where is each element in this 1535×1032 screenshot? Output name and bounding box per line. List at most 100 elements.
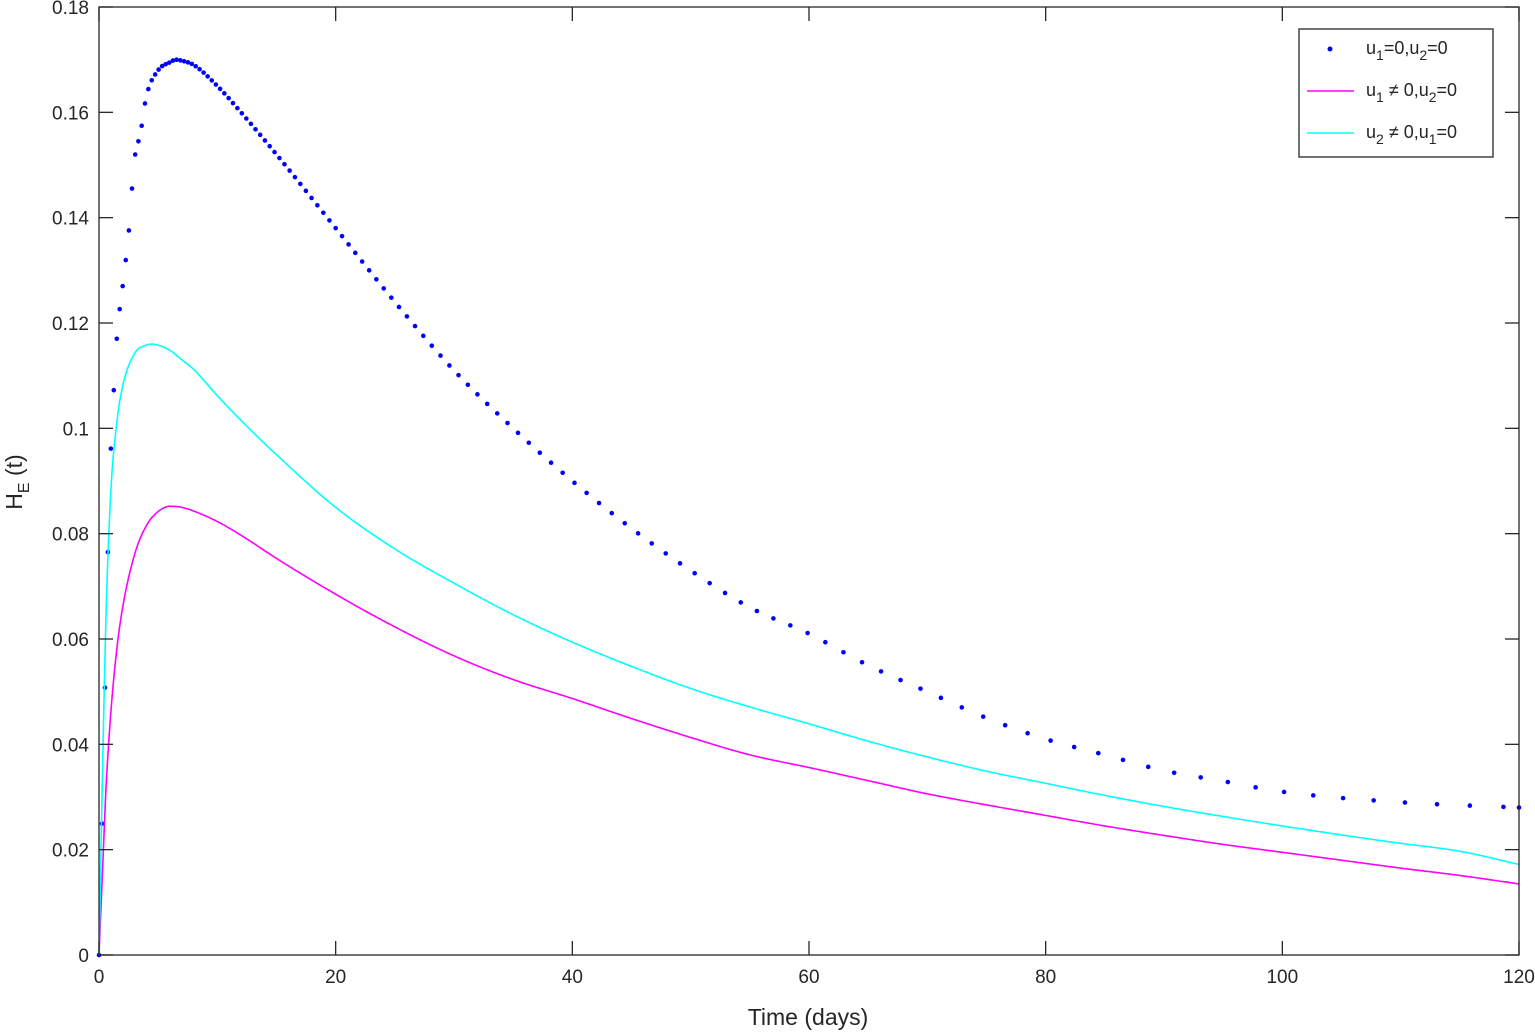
series-point [339,233,345,239]
series-point [174,57,179,62]
y-tick-label: 0.18 [52,0,89,19]
series-point [248,121,254,127]
series-point [1002,722,1008,728]
series-point [253,126,258,132]
legend-marker [1327,46,1333,52]
series-point [1467,803,1473,808]
series-point [1145,764,1151,770]
series-point [126,228,132,233]
series-point [226,95,231,101]
series-point [663,551,669,556]
legend: u1=0,u2=0 u1 ≠ 0,u2=0 u2 ≠ 0,u1=0 [1298,28,1494,158]
series-point [918,686,923,691]
series-point [352,250,358,256]
series-point [388,295,394,300]
series-point [1402,800,1408,805]
series-point [548,460,554,466]
series-point [938,695,944,701]
series-point [898,677,903,683]
series-point [292,174,298,180]
series-point [1434,801,1440,807]
series-point [494,411,500,416]
series-point [560,470,565,476]
series-2 [98,505,1520,956]
series-line-3 [98,343,1520,956]
series-point [114,336,120,342]
series-point [859,659,865,665]
series-point [163,61,168,67]
series-point [484,401,490,407]
series-point [722,590,728,596]
series-point [209,78,215,83]
series-point [181,58,187,64]
series-point [272,149,277,155]
series-point [823,639,828,645]
y-tick-label: 0.1 [63,419,89,440]
series-point [635,531,641,536]
series-point [149,78,155,83]
series-point [1048,738,1053,743]
series-point [1095,750,1101,756]
series-point [1253,785,1258,790]
legend-item-2: u1 ≠ 0,u2=0 [1307,80,1457,105]
series-point [404,314,410,319]
series-1 [96,57,1522,958]
series-point [152,72,158,77]
series-point [346,242,351,247]
series-point [108,446,114,451]
x-axis-label: Time (days) [748,1004,869,1030]
series-point [1171,770,1177,776]
y-tick-label: 0.02 [52,841,89,862]
series-point [622,520,628,526]
series-point [805,630,810,636]
series-point [117,306,123,312]
x-tick-label: 100 [1266,967,1298,988]
series-point [649,541,655,546]
series-point [185,60,191,65]
series-point [381,286,387,291]
series-point [878,669,884,674]
series-point [396,304,402,310]
series-point [412,323,418,329]
x-tick-label: 40 [562,967,583,988]
series-point [526,440,532,446]
series-point [277,155,282,161]
series-point [366,268,372,273]
y-axis-label: HE (t) [1,454,33,509]
series-point [438,353,443,358]
series-point [142,101,148,106]
series-point [754,608,760,614]
series-point [146,86,151,92]
series-point [139,123,144,129]
series-point [1310,793,1316,798]
legend-item-3: u2 ≠ 0,u1=0 [1307,122,1457,147]
y-tick-label: 0.14 [52,209,89,230]
series-point [788,623,793,628]
series-point [333,225,338,231]
series-layer [96,57,1522,958]
series-point [235,105,240,111]
y-tick-label: 0.06 [52,630,89,651]
series-point [262,138,268,143]
series-point [359,259,365,264]
series-point [132,152,138,157]
series-point [738,600,744,605]
series-point [230,100,236,106]
series-line-2 [98,505,1520,956]
series-point [429,343,435,349]
series-point [213,82,219,87]
legend-label: u1 ≠ 0,u2=0 [1366,80,1457,105]
series-point [1225,779,1231,785]
series-point [197,66,202,72]
series-point [321,210,326,216]
y-tick-label: 0.16 [52,103,89,124]
series-point [537,450,543,456]
y-tick-label: 0.04 [52,735,89,756]
series-point [205,74,210,79]
x-tick-label: 120 [1503,967,1535,988]
x-tick-label: 20 [325,967,346,988]
series-point [156,67,161,72]
series-point [959,705,965,710]
